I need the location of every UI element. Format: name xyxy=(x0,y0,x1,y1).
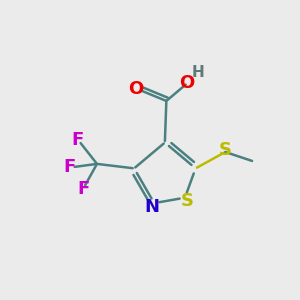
Text: S: S xyxy=(181,192,194,210)
Text: F: F xyxy=(63,158,76,176)
Text: N: N xyxy=(144,198,159,216)
Text: O: O xyxy=(128,80,143,98)
Text: O: O xyxy=(179,74,195,92)
Text: F: F xyxy=(77,180,90,198)
Text: H: H xyxy=(192,64,205,80)
Text: F: F xyxy=(71,131,83,149)
Text: S: S xyxy=(219,141,232,159)
